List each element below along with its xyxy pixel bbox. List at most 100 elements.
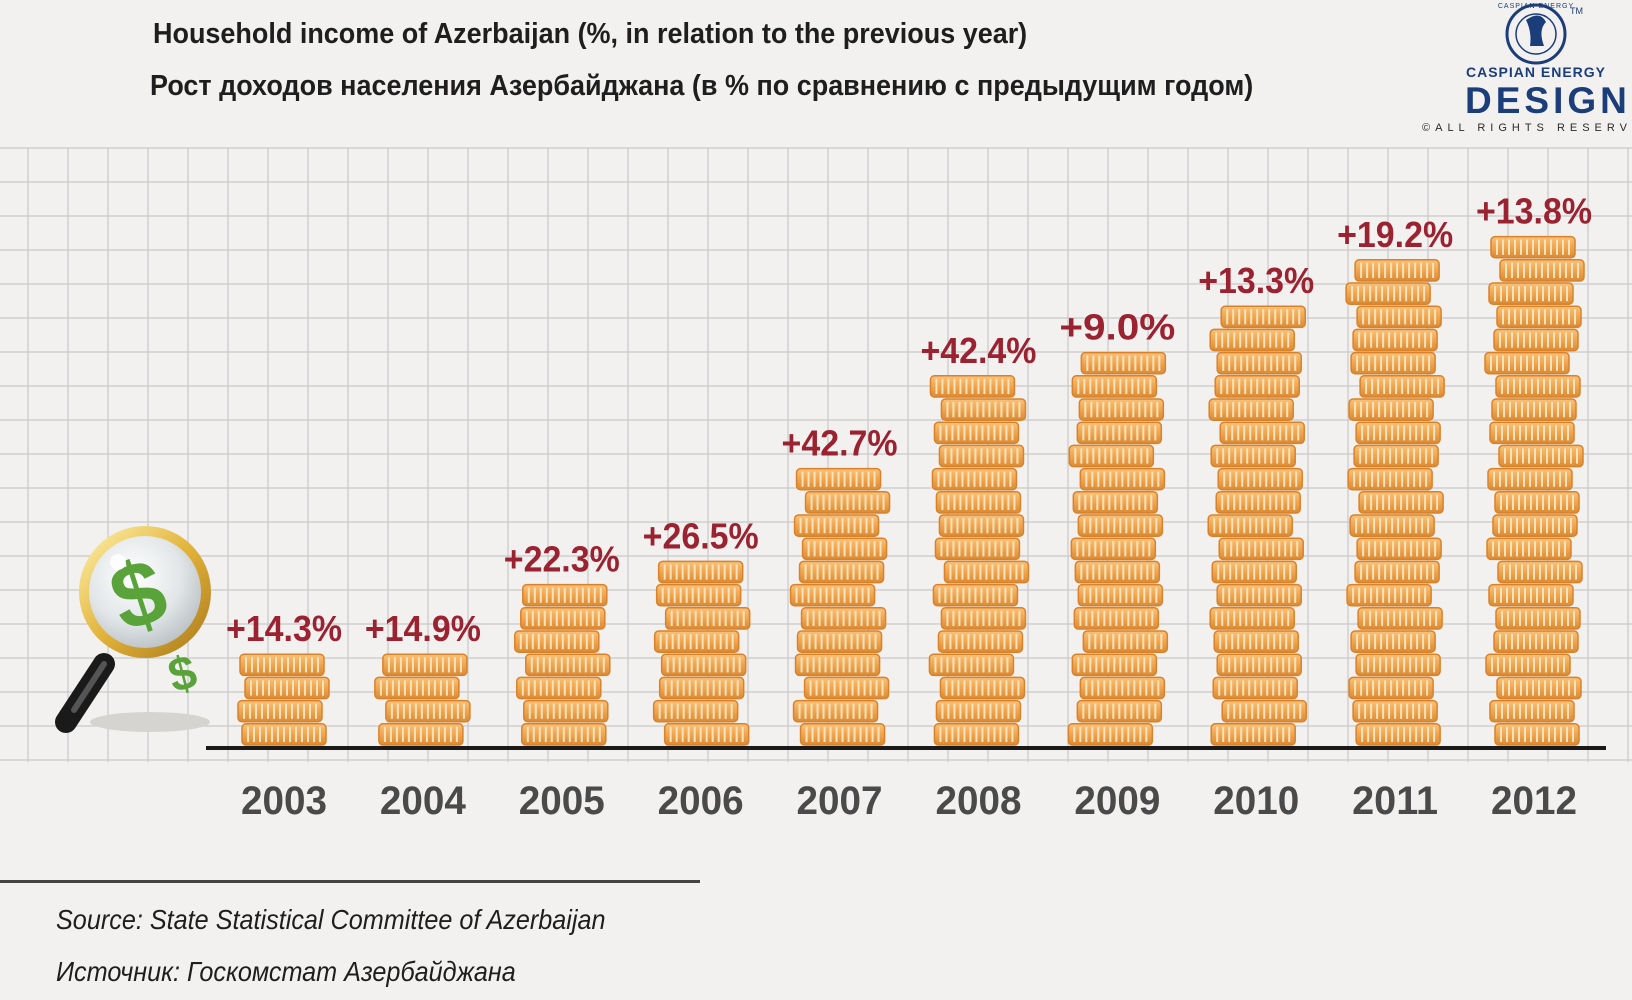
coin xyxy=(794,653,881,677)
coin xyxy=(1349,514,1435,537)
coin-stack-2007 xyxy=(789,467,891,746)
year-label-2009: 2009 xyxy=(1074,779,1160,823)
coin xyxy=(1068,444,1155,468)
coin xyxy=(521,723,607,746)
coin xyxy=(1213,630,1299,653)
coin xyxy=(239,653,325,677)
logo-emblem: TM CASPIAN ENERGY xyxy=(1498,3,1583,65)
logo-line2: DESIGN xyxy=(1465,80,1631,121)
dollar-sign-icon: $ xyxy=(163,645,203,703)
coin xyxy=(1345,282,1431,305)
coin xyxy=(1070,537,1157,561)
coin xyxy=(1493,630,1579,653)
coin xyxy=(1355,653,1441,677)
coin xyxy=(1496,676,1582,700)
coin xyxy=(928,653,1015,677)
year-label-2004: 2004 xyxy=(380,779,467,823)
coin xyxy=(789,583,876,607)
coin xyxy=(801,537,888,561)
coin xyxy=(940,607,1027,630)
coin xyxy=(1076,699,1163,723)
coin-stack-2006 xyxy=(652,560,751,746)
coin xyxy=(1355,723,1441,746)
year-label-2011: 2011 xyxy=(1352,779,1438,823)
coin xyxy=(933,723,1020,746)
coin xyxy=(1496,305,1582,329)
coin xyxy=(1489,421,1575,445)
coin xyxy=(1071,653,1158,677)
coin xyxy=(1352,328,1438,352)
coin xyxy=(1210,444,1296,468)
coin xyxy=(1210,723,1296,746)
coin xyxy=(938,514,1025,537)
coin xyxy=(1491,398,1577,421)
coin xyxy=(934,537,1021,561)
coin xyxy=(1498,444,1584,468)
coin xyxy=(378,723,464,746)
coin xyxy=(1218,537,1304,561)
coin xyxy=(655,583,742,607)
coin xyxy=(1493,328,1579,352)
coin xyxy=(1073,607,1160,630)
coin xyxy=(244,676,330,700)
year-label-2006: 2006 xyxy=(658,779,744,823)
logo-line1: CASPIAN ENERGY xyxy=(1466,64,1607,80)
magnifier-icon: $ xyxy=(55,526,211,733)
year-labels: 2003 2004 2005 2006 2007 2008 2009 2010 2011 2012 xyxy=(241,779,1577,823)
coin xyxy=(385,699,471,723)
year-label-2005: 2005 xyxy=(519,779,605,823)
coin xyxy=(1214,375,1300,398)
coin xyxy=(1355,421,1441,445)
coin xyxy=(799,723,886,746)
coin xyxy=(657,560,744,584)
coin xyxy=(382,653,468,677)
chart-subtitle: Рост доходов населения Азербайджана (в %… xyxy=(150,70,1254,102)
coin xyxy=(803,676,890,700)
coin xyxy=(1216,351,1302,375)
coin xyxy=(1494,723,1580,746)
source-divider xyxy=(0,880,700,883)
year-label-2010: 2010 xyxy=(1213,779,1299,823)
coin xyxy=(800,607,887,630)
coin-stack-2005 xyxy=(514,583,611,746)
coin xyxy=(1209,607,1295,630)
coin xyxy=(1217,467,1303,491)
coin xyxy=(1354,560,1440,584)
coin xyxy=(939,676,1026,700)
coin xyxy=(522,583,608,607)
coin xyxy=(932,583,1019,607)
coin xyxy=(931,467,1018,491)
coin xyxy=(940,398,1027,421)
value-label-2009: +9.0% xyxy=(1059,307,1175,348)
coin xyxy=(1079,467,1166,491)
coin xyxy=(1211,560,1297,584)
coin xyxy=(1350,630,1436,653)
coin xyxy=(1077,583,1164,607)
coin xyxy=(1348,398,1434,421)
coin xyxy=(1082,630,1169,653)
coin-stack-2008 xyxy=(928,375,1030,746)
value-label-2006: +26.5% xyxy=(643,515,759,556)
coin-stack-2009 xyxy=(1067,351,1169,746)
coin xyxy=(1359,375,1445,398)
coin xyxy=(514,630,600,653)
coin xyxy=(660,653,747,677)
coin-stack-2003 xyxy=(237,653,330,746)
logo-line3: ©ALL RIGHTS RESERVED xyxy=(1422,122,1632,134)
coin xyxy=(1353,444,1439,468)
coin xyxy=(1488,583,1574,607)
coin-stack-2004 xyxy=(374,653,471,746)
coin xyxy=(658,676,745,700)
coin xyxy=(798,560,885,584)
coin xyxy=(523,699,609,723)
coin xyxy=(520,607,606,630)
coin xyxy=(1350,351,1436,375)
coin xyxy=(1208,398,1294,421)
coin xyxy=(943,560,1030,584)
coin xyxy=(1495,375,1581,398)
value-label-2005: +22.3% xyxy=(504,539,620,580)
coin xyxy=(1215,491,1301,514)
source-text: Source: State Statistical Committee of A… xyxy=(56,904,606,935)
coin xyxy=(516,676,602,700)
coin xyxy=(1499,259,1585,282)
